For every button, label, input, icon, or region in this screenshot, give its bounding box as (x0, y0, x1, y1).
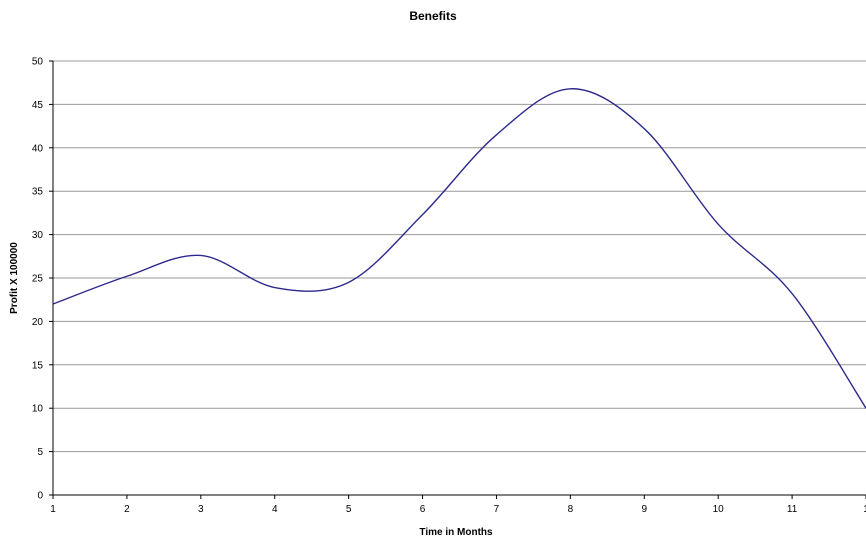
y-tick-label: 5 (37, 447, 43, 458)
x-tick-label: 5 (346, 504, 352, 515)
series-layer (52, 88, 866, 409)
y-tick-label: 0 (37, 491, 43, 502)
tick-labels: 0510152025303540455012345678910111 (32, 57, 866, 516)
x-tick-label: 1 (863, 504, 866, 515)
x-tick-label: 3 (198, 504, 204, 515)
series-line (52, 88, 866, 409)
grid-lines (53, 60, 866, 453)
y-tick-label: 25 (32, 274, 44, 285)
y-axis-label: Profit X 100000 (9, 242, 20, 314)
x-tick-label: 4 (272, 504, 278, 515)
x-tick-label: 10 (713, 504, 725, 515)
x-tick-label: 8 (568, 504, 574, 515)
y-tick-label: 40 (32, 143, 44, 154)
x-tick-label: 7 (494, 504, 500, 515)
axes (49, 60, 866, 499)
chart-title: Benefits (409, 9, 457, 23)
y-tick-label: 35 (32, 187, 44, 198)
y-tick-label: 50 (32, 57, 44, 68)
y-tick-label: 10 (32, 404, 44, 415)
y-tick-label: 45 (32, 100, 44, 111)
y-tick-label: 20 (32, 317, 44, 328)
x-tick-label: 1 (50, 504, 56, 515)
y-tick-label: 30 (32, 230, 44, 241)
y-tick-label: 15 (32, 360, 44, 371)
x-axis-label: Time in Months (419, 527, 493, 538)
x-tick-label: 11 (787, 504, 798, 515)
x-tick-label: 6 (420, 504, 426, 515)
x-tick-label: 2 (124, 504, 130, 515)
x-tick-label: 9 (641, 504, 647, 515)
